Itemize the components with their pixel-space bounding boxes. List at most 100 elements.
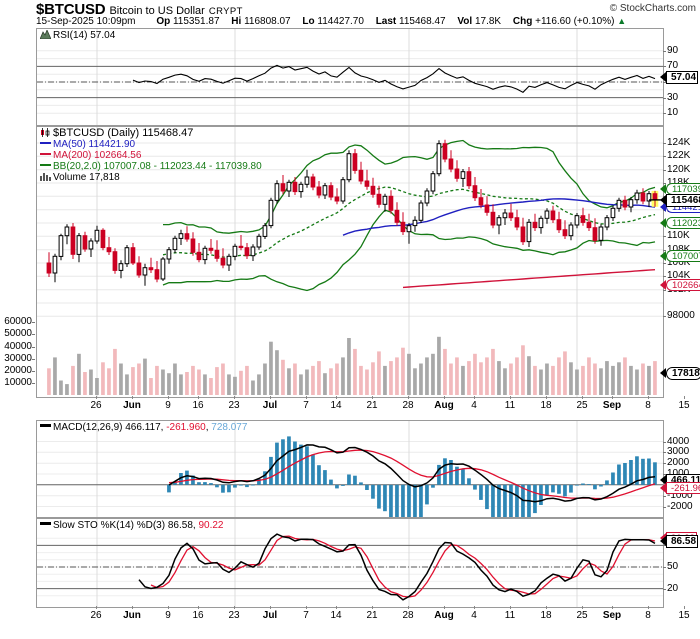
y-tick-label: 50000 xyxy=(4,328,32,340)
tick-mark xyxy=(444,606,445,609)
y-tick-label: 70 xyxy=(667,60,679,72)
high-value: 116808.07 xyxy=(244,16,291,27)
low-label: Lo xyxy=(302,16,315,27)
x-tick-label: Sep xyxy=(602,610,622,621)
bb-mid-flag: 112023.44 xyxy=(666,216,700,229)
tick-mark xyxy=(336,396,337,399)
y-tick-label: 124K xyxy=(667,137,691,148)
ma200-legend-text: MA(200) 102664.56 xyxy=(53,150,142,161)
tick-mark xyxy=(132,396,133,399)
y-tick-label: 98000 xyxy=(667,310,695,322)
y-tick-label: 10 xyxy=(667,107,679,119)
y-tick-label: 118K xyxy=(667,177,690,188)
x-tick-label: Jul xyxy=(262,610,278,621)
price-panel: $BTCUSD (Daily) 115468.47 MA(50) 114421.… xyxy=(36,126,664,398)
y-tick-label: 2000 xyxy=(667,457,690,469)
tick-mark xyxy=(372,606,373,609)
bb-legend-text: BB(20,2.0) 107007.08 - 112023.44 - 11703… xyxy=(53,161,262,172)
tick-mark xyxy=(663,169,666,171)
flag-pointer xyxy=(660,194,666,205)
ma50-legend-row: MA(50) 114421.90 xyxy=(40,139,262,150)
last-price-flag: 115468.47 xyxy=(666,193,700,207)
volume-label: Vol xyxy=(457,16,473,27)
y-tick-label: 4000 xyxy=(667,435,690,447)
open-value: 115351.87 xyxy=(172,16,220,27)
tick-mark xyxy=(32,334,35,336)
tick-mark xyxy=(582,396,583,399)
ma200-line-icon xyxy=(40,153,51,155)
tick-mark xyxy=(32,370,35,372)
tick-mark xyxy=(408,396,409,399)
last-label: Last xyxy=(375,16,397,27)
x-tick-label: 16 xyxy=(192,400,204,411)
rsi-legend-text: RSI(14) 57.04 xyxy=(53,30,116,41)
ma200-legend-row: MA(200) 102664.56 xyxy=(40,150,262,161)
tick-mark xyxy=(663,66,666,68)
macd-legend-v3: 728.077 xyxy=(211,422,248,433)
tick-mark xyxy=(663,50,666,52)
volume-legend-text: Volume 17,818 xyxy=(53,172,120,183)
tick-mark xyxy=(612,606,613,609)
y-tick-label: 90 xyxy=(667,44,679,56)
symbol-ticker: $BTCUSD xyxy=(36,1,106,18)
y-tick-label: 20 xyxy=(667,582,679,594)
y-tick-label: 122K xyxy=(667,150,691,162)
x-tick-label: 26 xyxy=(90,610,102,621)
tick-mark xyxy=(663,249,666,251)
macd-signal-flag: -261.960 xyxy=(666,481,700,494)
tick-mark xyxy=(663,452,666,454)
y-tick-label: 10000 xyxy=(4,376,32,388)
x-tick-label: 16 xyxy=(192,610,204,621)
macd-legend-name: MACD(12,26,9) xyxy=(53,422,123,433)
flag-pointer xyxy=(660,474,666,485)
tick-mark xyxy=(663,236,666,238)
x-tick-label: Jul xyxy=(262,400,278,411)
tick-mark xyxy=(663,97,666,99)
y-tick-label: 1000 xyxy=(667,468,689,479)
up-triangle-icon: ▲ xyxy=(617,16,627,26)
flag-pointer xyxy=(660,482,666,493)
x-tick-label: 18 xyxy=(540,400,552,411)
y-tick-label: 40000 xyxy=(4,340,32,352)
tick-mark xyxy=(546,396,547,399)
tick-mark xyxy=(663,495,666,497)
stockcharts-copyright: © StockCharts.com xyxy=(609,3,696,14)
tick-mark xyxy=(648,606,649,609)
price-legend-title: $BTCUSD (Daily) 115468.47 xyxy=(53,127,194,139)
stochastic-panel: Slow STO %K(14) %D(3) 86.58, 90.22 xyxy=(36,518,664,608)
tick-mark xyxy=(663,588,666,590)
bottom-x-axis: 26 Jun 9 16 23 Jul 7 14 21 28 Aug 4 11 18 25 Sep 8 15 xyxy=(36,606,690,623)
macd-plot xyxy=(37,421,663,517)
price-legend: $BTCUSD (Daily) 115468.47 MA(50) 114421.… xyxy=(40,128,262,183)
y-tick-label: 30 xyxy=(667,91,679,103)
x-tick-label: 4 xyxy=(471,400,477,411)
x-tick-label: 28 xyxy=(402,400,414,411)
stoch-k-flag: 86.58 xyxy=(666,534,699,548)
y-tick-label: 108K xyxy=(667,243,691,255)
x-tick-label: 26 xyxy=(90,400,102,411)
flag-pointer xyxy=(660,71,666,82)
x-tick-label: 8 xyxy=(645,400,651,411)
macd-legend: MACD(12,26,9) 466.117, -261.960, 728.077 xyxy=(40,422,247,433)
tick-mark xyxy=(663,474,666,475)
y-tick-label: 30000 xyxy=(4,352,32,364)
y-tick-label: 20000 xyxy=(4,364,32,376)
tick-mark xyxy=(306,606,307,609)
tick-mark xyxy=(474,606,475,609)
chart-header: $BTCUSD Bitcoin to US Dollar CRYPT © Stock… xyxy=(0,0,700,28)
ma200-flag: 102664.56 xyxy=(666,279,700,292)
tick-mark xyxy=(663,183,666,184)
x-tick-label: Jun xyxy=(123,610,141,621)
x-tick-label: 9 xyxy=(165,610,171,621)
ma50-legend-text: MA(50) 114421.90 xyxy=(53,139,136,150)
tick-mark xyxy=(663,316,666,318)
x-tick-label: 4 xyxy=(471,610,477,621)
tick-mark xyxy=(684,606,685,609)
x-tick-label: 9 xyxy=(165,400,171,411)
x-tick-label: 23 xyxy=(228,610,240,621)
tick-mark xyxy=(663,545,666,547)
tick-mark xyxy=(663,567,666,568)
rsi-mountain-icon xyxy=(40,30,51,39)
x-tick-label: 8 xyxy=(645,610,651,621)
bb-lower-flag: 107007.08 xyxy=(666,250,700,263)
